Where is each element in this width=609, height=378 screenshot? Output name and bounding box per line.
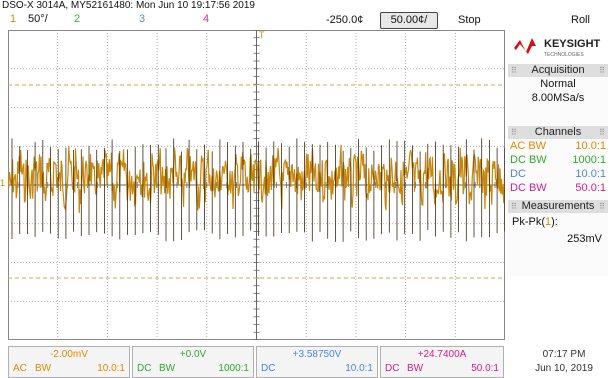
grip-icon: ⠿ (599, 66, 605, 75)
run-state[interactable]: Stop (458, 14, 481, 26)
ch1-waveform (7, 144, 506, 213)
clock-date: Jun 10, 2019 (535, 363, 593, 374)
channels-header[interactable]: ⠿ Channels ⠿ (508, 126, 608, 139)
channel-coupling: AC BW (510, 140, 547, 152)
channel-coupling: DC BW (510, 154, 547, 166)
ch3-number[interactable]: 3 (139, 13, 146, 25)
grip-icon: ⠿ (511, 66, 517, 75)
ch1-ground-marker[interactable]: 1 (0, 178, 6, 188)
ch1-status[interactable]: -2.00mV AC BW 10.0:1 (8, 346, 130, 378)
graticule (7, 29, 506, 341)
acquisition-title: Acquisition (531, 64, 585, 76)
clock-time: 07:17 PM (542, 349, 586, 360)
ch2-status[interactable]: +0.0V DC BW 1000:1 (132, 346, 254, 378)
sample-rate: 8.00MSa/s (531, 92, 585, 104)
grip-icon: ⠿ (599, 128, 605, 137)
channel-coupling: DC BW (510, 182, 547, 194)
measurement-channel: 1 (545, 216, 552, 228)
grip-icon: ⠿ (511, 128, 517, 137)
channels-title: Channels (534, 126, 582, 138)
ch1-number[interactable]: 1 (10, 13, 17, 25)
channel-row-4[interactable]: DC BW 50.0:1 (508, 181, 608, 195)
acquisition-panel[interactable]: ⠿ Acquisition ⠿ Normal 8.00MSa/s (508, 64, 608, 126)
logo-tagline: TECHNOLOGIES (544, 52, 584, 58)
measurement-label: Pk-Pk(1): (512, 216, 558, 228)
measurements-title: Measurements (521, 200, 595, 212)
channel-row-2[interactable]: DC BW 1000:1 (508, 153, 608, 167)
trigger-position-marker[interactable]: T (259, 30, 265, 40)
channel-status-bar: -2.00mV AC BW 10.0:1 +0.0V DC BW 1000:1 … (8, 346, 504, 378)
ch4-status[interactable]: +24.7400A DC BW 50.0:1 (380, 346, 504, 378)
instrument-title: DSO-X 3014A, MY52161480: Mon Jun 10 19:1… (2, 0, 255, 11)
trigger-delay[interactable]: -250.0¢ (326, 14, 364, 26)
channel-row-1[interactable]: AC BW 10.0:1 (508, 139, 608, 153)
waveform-display[interactable] (7, 29, 506, 341)
measurements-panel[interactable]: ⠿ Measurements ⠿ Pk-Pk(1): 253mV (508, 200, 608, 276)
channel-probe: 50.0:1 (575, 182, 606, 194)
measurement-value: 253mV (567, 233, 602, 245)
acquire-mode[interactable]: Roll (571, 14, 590, 26)
measurements-header[interactable]: ⠿ Measurements ⠿ (508, 200, 608, 213)
channel-probe: 10.0:1 (575, 168, 606, 180)
ch1-scale[interactable]: 50°/ (28, 13, 48, 25)
acquisition-mode: Normal (540, 78, 576, 90)
channel-probe: 1000:1 (572, 154, 606, 166)
clock: 07:17 PM Jun 10, 2019 (520, 348, 608, 376)
acquisition-header[interactable]: ⠿ Acquisition ⠿ (508, 64, 608, 77)
grip-icon: ⠿ (511, 202, 517, 211)
ch3-status[interactable]: +3.58750V DC 10.0:1 (256, 346, 378, 378)
channel-coupling: DC (510, 168, 526, 180)
channel-row-3[interactable]: DC 10.0:1 (508, 167, 608, 181)
logo-brand: KEYSIGHT (544, 38, 601, 50)
grip-icon: ⠿ (599, 202, 605, 211)
keysight-logo: KEYSIGHT TECHNOLOGIES (508, 30, 608, 62)
timebase-scale[interactable]: 50.00¢/ (380, 12, 438, 29)
keysight-wave-icon (514, 38, 536, 54)
ch4-number[interactable]: 4 (203, 13, 210, 25)
ch2-number[interactable]: 2 (74, 13, 81, 25)
channels-panel[interactable]: ⠿ Channels ⠿ AC BW 10.0:1 DC BW 1000:1 D… (508, 126, 608, 200)
channel-probe: 10.0:1 (575, 140, 606, 152)
